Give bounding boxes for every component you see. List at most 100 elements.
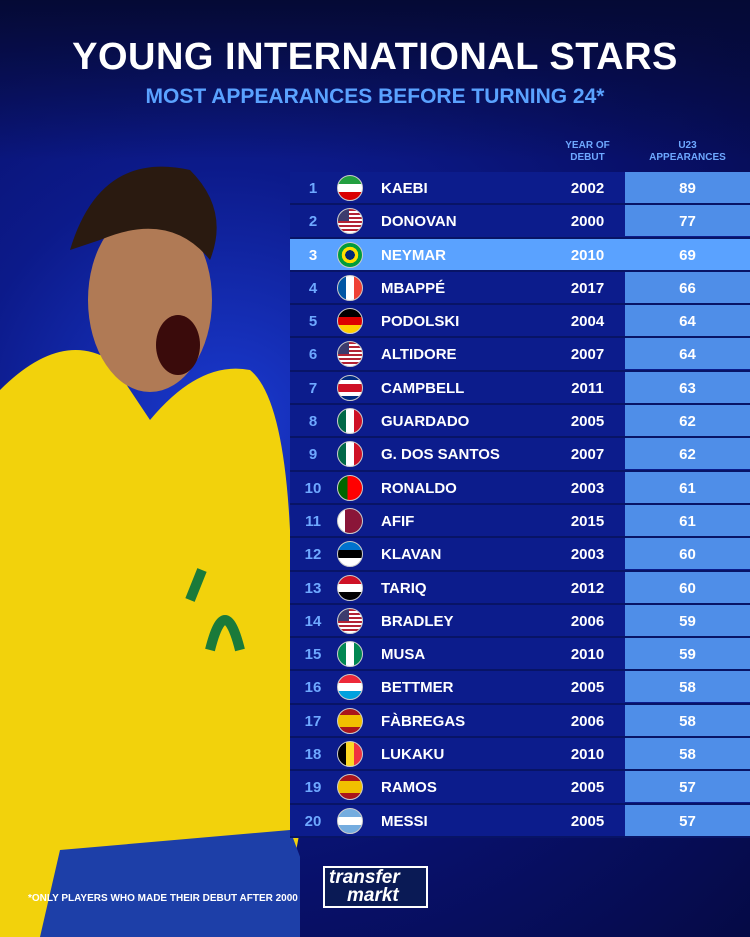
portugal-flag-icon xyxy=(337,474,363,501)
player-name: NEYMAR xyxy=(381,246,447,264)
u23-appearances: 61 xyxy=(625,504,750,536)
page-title: YOUNG INTERNATIONAL STARS xyxy=(72,36,678,78)
u23-appearances: 77 xyxy=(625,205,750,237)
debut-year: 2005 xyxy=(570,679,605,697)
u23-appearances: 62 xyxy=(625,438,750,470)
u23-appearances: 57 xyxy=(625,771,750,803)
usa-flag-icon xyxy=(337,341,363,368)
header-u23-appearances: U23 APPEARANCES xyxy=(649,140,726,163)
transfermarkt-logo: transfer markt xyxy=(323,866,428,908)
rank: 13 xyxy=(304,579,322,597)
rank: 15 xyxy=(304,646,322,664)
table-row: 2 DONOVAN 2000 77 xyxy=(290,205,750,239)
table-row: 13 TARIQ 2012 60 xyxy=(290,571,750,605)
player-photo xyxy=(0,166,300,937)
rank: 14 xyxy=(304,612,322,630)
player-name: LUKAKU xyxy=(381,746,445,764)
spain-flag-icon xyxy=(337,774,363,801)
debut-year: 2005 xyxy=(570,812,605,830)
u23-appearances: 60 xyxy=(625,571,750,603)
rank: 18 xyxy=(304,746,322,764)
table-row: 14 BRADLEY 2006 59 xyxy=(290,604,750,639)
player-name: RAMOS xyxy=(381,779,437,797)
debut-year: 2010 xyxy=(570,246,605,264)
table-row: 1 KAEBI 2002 89 xyxy=(290,172,750,206)
germany-flag-icon xyxy=(337,308,363,335)
debut-year: 2011 xyxy=(571,379,604,397)
footnote: *ONLY PLAYERS WHO MADE THEIR DEBUT AFTER… xyxy=(28,893,298,904)
u23-appearances: 89 xyxy=(625,172,750,203)
table-row: 10 RONALDO 2003 61 xyxy=(290,471,750,505)
table-row: 7 CAMPBELL 2011 63 xyxy=(290,371,750,406)
debut-year: 2003 xyxy=(570,546,605,564)
mexico-flag-icon xyxy=(337,408,363,435)
table-row: 8 GUARDADO 2005 62 xyxy=(290,405,750,439)
table-row: 16 BETTMER 2005 58 xyxy=(290,671,750,705)
table-row: 5 PODOLSKI 2004 64 xyxy=(290,305,750,339)
table-row: 4 MBAPPÉ 2017 66 xyxy=(290,271,750,306)
rank: 20 xyxy=(304,812,322,830)
u23-appearances: 59 xyxy=(625,604,750,636)
u23-appearances: 62 xyxy=(625,405,750,437)
player-name: MBAPPÉ xyxy=(381,279,446,297)
spain-flag-icon xyxy=(337,707,363,734)
iraq-flag-icon xyxy=(337,574,363,601)
table-row: 19 RAMOS 2005 57 xyxy=(290,771,750,805)
debut-year: 2006 xyxy=(570,712,605,730)
rank: 2 xyxy=(308,213,318,231)
player-name: CAMPBELL xyxy=(381,379,465,397)
table-row: 11 AFIF 2015 61 xyxy=(290,504,750,539)
nigeria-flag-icon xyxy=(337,641,363,668)
header-year-of-debut: YEAR OF DEBUT xyxy=(565,140,610,163)
rank: 10 xyxy=(304,479,322,497)
debut-year: 2003 xyxy=(570,479,605,497)
debut-year: 2010 xyxy=(570,746,605,764)
belgium-flag-icon xyxy=(337,741,363,768)
u23-appearances: 69 xyxy=(625,238,750,270)
u23-appearances: 60 xyxy=(625,538,750,570)
ranking-table: 1 KAEBI 2002 89 2 DONOVAN 2000 77 3 NEYMAR… xyxy=(290,172,750,838)
player-name: ALTIDORE xyxy=(381,346,457,364)
luxembourg-flag-icon xyxy=(337,674,363,701)
player-name: FÀBREGAS xyxy=(381,712,466,730)
rank: 6 xyxy=(308,346,318,364)
brazil-flag-icon xyxy=(337,241,363,268)
rank: 3 xyxy=(308,246,318,264)
debut-year: 2005 xyxy=(570,413,605,431)
u23-appearances: 64 xyxy=(625,305,750,337)
rank: 19 xyxy=(304,779,322,797)
usa-flag-icon xyxy=(337,208,363,235)
player-name: PODOLSKI xyxy=(381,313,460,331)
table-row: 12 KLAVAN 2003 60 xyxy=(290,538,750,572)
rank: 17 xyxy=(304,712,322,730)
player-name: KLAVAN xyxy=(381,546,442,564)
player-name: BETTMER xyxy=(381,679,454,697)
table-row: 18 LUKAKU 2010 58 xyxy=(290,738,750,772)
table-row: 15 MUSA 2010 59 xyxy=(290,638,750,672)
debut-year: 2015 xyxy=(570,512,605,530)
page-subtitle: MOST APPEARANCES BEFORE TURNING 24* xyxy=(145,85,605,108)
u23-appearances: 59 xyxy=(625,638,750,670)
debut-year: 2010 xyxy=(570,646,605,664)
u23-appearances: 63 xyxy=(625,371,750,403)
estonia-flag-icon xyxy=(337,541,363,568)
debut-year: 2005 xyxy=(570,779,605,797)
debut-year: 2000 xyxy=(570,213,605,231)
player-name: BRADLEY xyxy=(381,612,454,630)
u23-appearances: 61 xyxy=(625,471,750,503)
u23-appearances: 58 xyxy=(625,671,750,703)
table-row: 3 NEYMAR 2010 69 xyxy=(290,238,750,272)
background-fade xyxy=(0,0,750,160)
player-name: DONOVAN xyxy=(381,213,457,231)
debut-year: 2002 xyxy=(570,180,605,197)
rank: 1 xyxy=(308,180,318,197)
player-name: MESSI xyxy=(381,812,428,830)
player-name: TARIQ xyxy=(381,579,427,597)
debut-year: 2012 xyxy=(570,579,605,597)
player-name: MUSA xyxy=(381,646,426,664)
usa-flag-icon xyxy=(337,607,363,634)
debut-year: 2007 xyxy=(570,446,605,464)
qatar-flag-icon xyxy=(337,507,363,534)
u23-appearances: 64 xyxy=(625,338,750,370)
table-row: 9 G. DOS SANTOS 2007 62 xyxy=(290,438,750,472)
